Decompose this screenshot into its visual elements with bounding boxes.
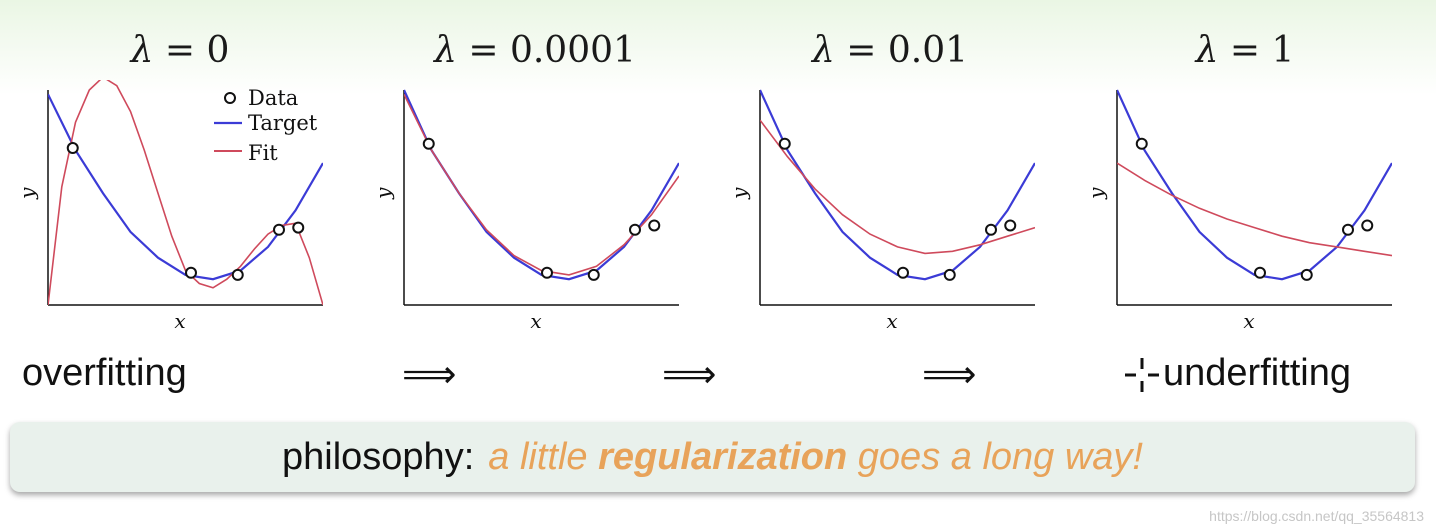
- fit-curve-1: [404, 93, 679, 276]
- legend-label-data: Data: [248, 86, 298, 110]
- banner-part2: goes a long way!: [847, 435, 1143, 478]
- target-curve-2: [760, 89, 1035, 281]
- x-axis-label-2: x: [886, 309, 897, 333]
- banner-lead: philosophy:: [282, 435, 475, 478]
- data-point-1-3: [629, 223, 641, 236]
- watermark: https://blog.csdn.net/qq_35564813: [1209, 508, 1424, 524]
- arrow-3: ⟹: [922, 352, 977, 396]
- y-axis-label-0: y: [15, 187, 39, 200]
- data-point-3-2: [1300, 268, 1313, 281]
- data-point-1-2: [587, 268, 600, 281]
- data-point-0-1: [185, 266, 197, 279]
- philosophy-banner: philosophy: a little regularization goes…: [10, 422, 1415, 492]
- caption-underfitting: underfitting: [1163, 352, 1352, 394]
- data-point-2-3: [985, 223, 997, 236]
- panel-title-lambda-0.01: λ = 0.01: [811, 30, 969, 71]
- panel-title-lambda-1: λ = 1: [1195, 30, 1295, 71]
- arrow-2: ⟹: [662, 352, 717, 396]
- banner-bold: regularization: [598, 435, 848, 478]
- legend-label-target: Target: [248, 111, 318, 135]
- data-point-0-2: [231, 268, 244, 281]
- crosshair-cursor-icon: [1125, 357, 1159, 392]
- data-point-1-1: [541, 266, 553, 279]
- data-point-2-4: [1004, 219, 1017, 232]
- target-curve-3: [1117, 89, 1392, 281]
- y-axis-label-3: y: [1084, 187, 1108, 200]
- x-axis-label-3: x: [1243, 309, 1254, 333]
- x-axis-label-1: x: [530, 309, 541, 333]
- legend-marker-data: [224, 92, 236, 104]
- data-point-1-4: [648, 219, 661, 232]
- panel-title-lambda-0: λ = 0: [130, 30, 230, 71]
- x-axis-label-0: x: [174, 309, 185, 333]
- data-point-3-0: [1135, 137, 1148, 150]
- figure-stage: λ = 0 λ = 0.0001 λ = 0.01 λ = 1 x y Data Ta…: [15, 30, 1392, 396]
- data-point-3-3: [1342, 223, 1354, 236]
- target-curve-1: [404, 89, 679, 281]
- caption-overfitting: overfitting: [22, 352, 187, 394]
- data-point-0-0: [66, 142, 79, 155]
- arrow-1: ⟹: [402, 352, 457, 396]
- y-axis-label-2: y: [727, 187, 751, 200]
- panel-title-lambda-0.0001: λ = 0.0001: [434, 30, 636, 71]
- legend-label-fit: Fit: [248, 141, 278, 165]
- fit-curve-3: [1117, 162, 1392, 257]
- data-point-3-1: [1254, 266, 1266, 279]
- data-point-2-1: [897, 266, 909, 279]
- fit-curve-2: [760, 119, 1035, 255]
- data-point-0-3: [273, 223, 285, 236]
- data-point-0-4: [292, 221, 305, 234]
- data-point-2-0: [778, 137, 791, 150]
- y-axis-label-1: y: [371, 187, 395, 200]
- data-point-2-2: [943, 268, 956, 281]
- caption-underfitting-group: underfitting: [1125, 352, 1351, 395]
- banner-part1: a little: [488, 435, 599, 478]
- data-point-1-0: [422, 137, 435, 150]
- data-point-3-4: [1361, 219, 1374, 232]
